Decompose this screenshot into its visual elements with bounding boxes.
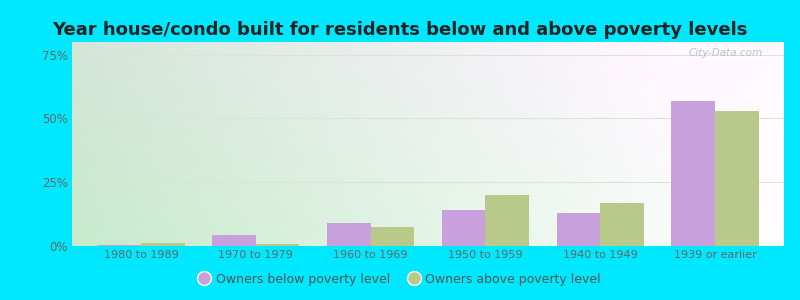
Bar: [327, 223, 370, 246]
Text: City-Data.com: City-Data.com: [689, 48, 762, 58]
Bar: [256, 244, 299, 246]
Text: Year house/condo built for residents below and above poverty levels: Year house/condo built for residents bel…: [52, 21, 748, 39]
Bar: [715, 111, 758, 246]
Bar: [442, 210, 486, 246]
Bar: [370, 227, 414, 246]
Bar: [98, 245, 141, 246]
Bar: [212, 235, 256, 246]
Legend: Owners below poverty level, Owners above poverty level: Owners below poverty level, Owners above…: [194, 268, 606, 291]
Bar: [141, 244, 185, 246]
Bar: [486, 195, 529, 246]
Bar: [671, 100, 715, 246]
Bar: [600, 203, 644, 246]
Bar: [557, 213, 600, 246]
